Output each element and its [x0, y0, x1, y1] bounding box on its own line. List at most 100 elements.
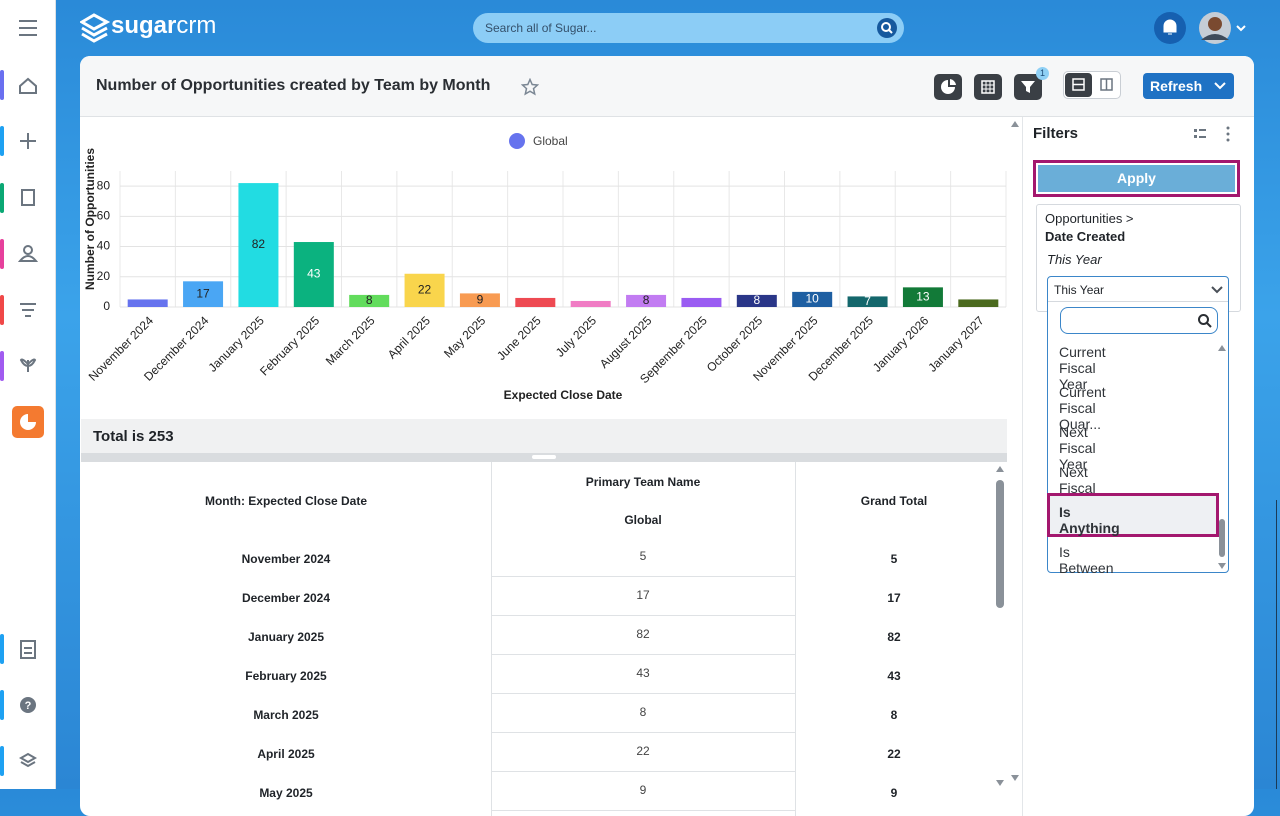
row-label: February 2025: [245, 669, 327, 683]
bar: [847, 296, 888, 307]
total-text: Total is 253: [93, 428, 174, 445]
search-placeholder: Search all of Sugar...: [485, 21, 597, 35]
filters-tools[interactable]: [1192, 126, 1236, 142]
bar: [681, 297, 722, 307]
row-label: January 2025: [247, 630, 325, 644]
data-label: 8: [643, 293, 650, 307]
row-label: November 2024: [241, 552, 331, 566]
bar: [459, 293, 500, 307]
pivot-table: Month: Expected Close Date Primary Team …: [81, 462, 993, 816]
x-tick-label: July 2025: [553, 313, 599, 359]
data-label: 9: [477, 292, 484, 306]
x-tick-label: January 2025: [205, 313, 267, 375]
bar: [902, 287, 943, 307]
filter-value: This Year: [1047, 252, 1102, 267]
x-tick-label: August 2025: [597, 313, 655, 371]
x-tick-label: May 2025: [441, 313, 488, 360]
select-value: This Year: [1054, 283, 1105, 297]
row-label: March 2025: [253, 708, 319, 722]
legend-label: Global: [533, 134, 568, 148]
header-group: Primary Team Name: [585, 475, 701, 489]
total-bar: Total is 253: [81, 419, 1007, 453]
dropdown-option[interactable]: Next Fiscal Year: [1059, 424, 1096, 472]
total-cell: 9: [890, 786, 898, 800]
bar: [238, 183, 279, 307]
x-tick-label: January 2026: [870, 313, 932, 375]
option-search[interactable]: [1060, 307, 1218, 334]
refresh-label: Refresh: [1150, 78, 1203, 94]
report-title: Number of Opportunities created by Team …: [96, 77, 491, 94]
bar: [958, 299, 999, 307]
dropdown-option[interactable]: Current Fiscal Year: [1059, 344, 1106, 392]
layout-toggle[interactable]: [1063, 71, 1121, 99]
total-cell: 5: [890, 552, 898, 566]
x-tick-label: February 2025: [257, 313, 322, 378]
option-scrollbar[interactable]: [1216, 341, 1228, 573]
x-tick-label: January 2027: [925, 313, 987, 375]
x-tick-label: October 2025: [704, 313, 766, 375]
data-label: 22: [418, 283, 432, 297]
row-border: [491, 576, 795, 577]
total-cell: 17: [887, 591, 901, 605]
splitter[interactable]: [81, 453, 1007, 462]
row-label: April 2025: [257, 747, 315, 761]
refresh-button[interactable]: Refresh: [1143, 73, 1234, 99]
data-label: 43: [307, 267, 321, 281]
report-header: Number of Opportunities created by Team …: [80, 56, 1254, 117]
total-cell: 22: [887, 747, 901, 761]
table-button[interactable]: [974, 74, 1002, 100]
logo-bold: sugar: [111, 12, 177, 39]
page-scrollbar[interactable]: [1007, 117, 1023, 816]
bar: [404, 273, 445, 307]
logo-light: crm: [176, 12, 217, 39]
data-label: 8: [366, 293, 373, 307]
search-box[interactable]: Search all of Sugar...: [473, 13, 904, 43]
favorite-star[interactable]: [521, 78, 539, 96]
bar: [515, 297, 556, 307]
y-tick-label: 20: [97, 269, 111, 283]
total-cell: 82: [887, 630, 901, 644]
legend-marker: [509, 133, 525, 149]
bar: [736, 294, 777, 307]
x-tick-label: March 2025: [323, 313, 378, 368]
edge-line: [1276, 500, 1277, 789]
logo-mark: [80, 13, 111, 43]
header-total: Grand Total: [860, 494, 928, 508]
group-cell: 9: [639, 783, 647, 797]
y-tick-label: 40: [97, 239, 111, 253]
data-label: 10: [806, 292, 820, 306]
report-card: Number of Opportunities created by Team …: [80, 56, 1254, 816]
dropdown-option[interactable]: Is Between: [1059, 544, 1114, 576]
x-axis-title: Expected Close Date: [504, 388, 623, 402]
bar: [293, 242, 334, 307]
data-label: 8: [753, 293, 760, 307]
table-scrollbar[interactable]: [993, 462, 1007, 792]
user-area[interactable]: [1152, 10, 1252, 46]
row-border: [491, 732, 795, 733]
x-tick-label: April 2025: [385, 313, 433, 361]
header-group-value: Global: [624, 513, 662, 527]
y-axis-title: Number of Opportunities: [83, 148, 97, 290]
filter-module: Opportunities >: [1045, 211, 1134, 226]
chart-button[interactable]: [934, 74, 962, 100]
bar: [792, 291, 833, 307]
x-tick-label: June 2025: [494, 313, 544, 363]
search-icon: [877, 18, 897, 38]
total-cell: 43: [887, 669, 901, 683]
filter-field: Date Created: [1045, 229, 1126, 244]
group-cell: 17: [636, 588, 650, 602]
row-label: May 2025: [259, 786, 313, 800]
group-cell: 43: [636, 666, 650, 680]
data-label: 13: [916, 289, 930, 303]
data-label: 82: [252, 237, 266, 251]
dropdown-option[interactable]: Is Anything: [1059, 504, 1120, 536]
sidebar-icons: ?: [0, 20, 44, 776]
dropdown-option[interactable]: Current Fiscal Quar...: [1059, 384, 1106, 432]
apply-button[interactable]: Apply: [1038, 165, 1235, 192]
bar: [127, 299, 168, 307]
bar: [626, 294, 667, 307]
group-cell: 82: [636, 627, 650, 641]
filter-badge: 1: [1036, 67, 1049, 80]
y-tick-label: 60: [97, 209, 111, 223]
